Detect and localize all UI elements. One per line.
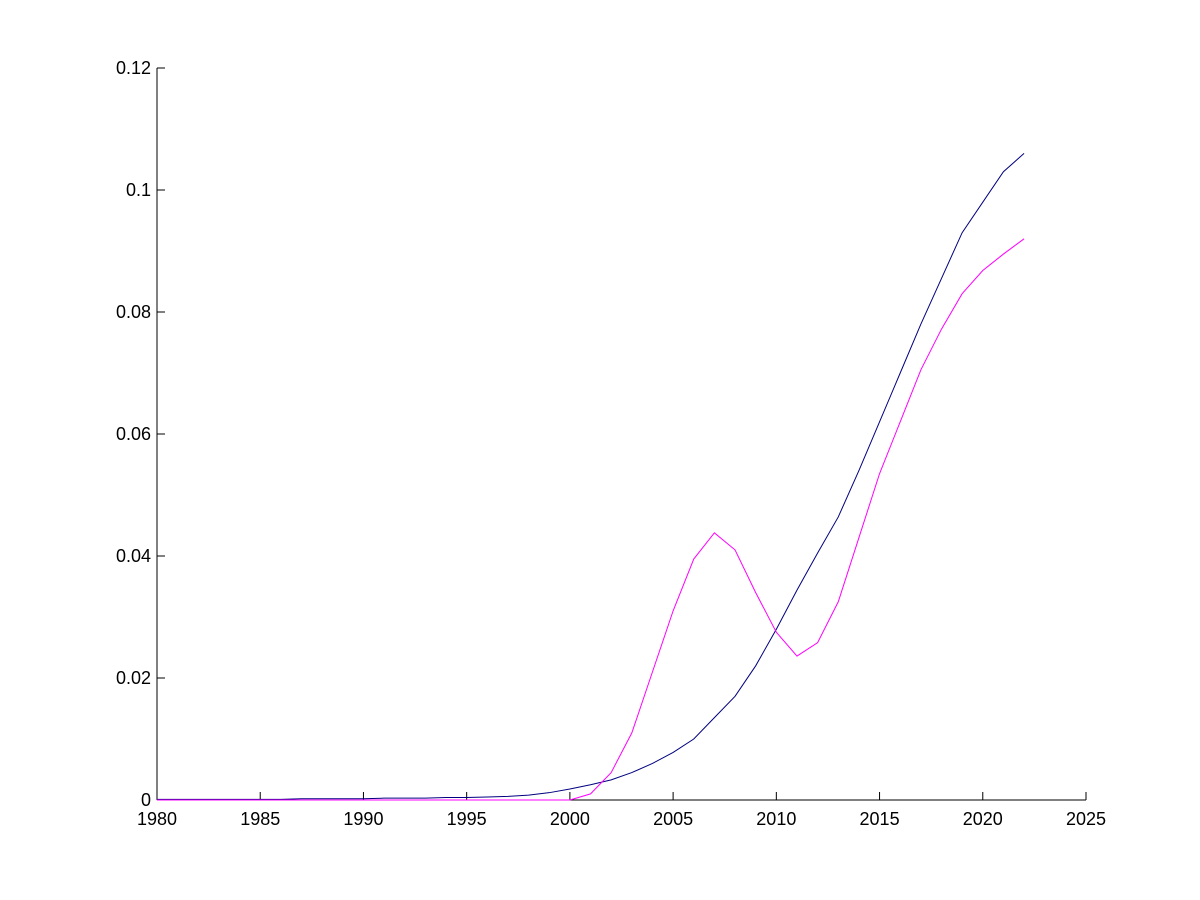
y-tick-label: 0.02 [116,668,151,688]
y-tick-label: 0.04 [116,546,151,566]
x-tick-label: 1980 [137,809,177,829]
x-tick-label: 2005 [653,809,693,829]
series-line [157,238,1025,801]
y-tick-label: 0.08 [116,302,151,322]
x-tick-label: 1985 [240,809,280,829]
y-tick-label: 0 [141,790,151,810]
x-tick-label: 2025 [1066,809,1106,829]
x-tick-label: 2015 [860,809,900,829]
x-tick-label: 2020 [963,809,1003,829]
y-tick-label: 0.1 [126,180,151,200]
series-line [157,153,1025,800]
y-tick-label: 0.12 [116,58,151,78]
x-tick-label: 2010 [756,809,796,829]
x-tick-label: 2000 [550,809,590,829]
x-tick-label: 1990 [343,809,383,829]
x-tick-label: 1995 [447,809,487,829]
y-tick-label: 0.06 [116,424,151,444]
